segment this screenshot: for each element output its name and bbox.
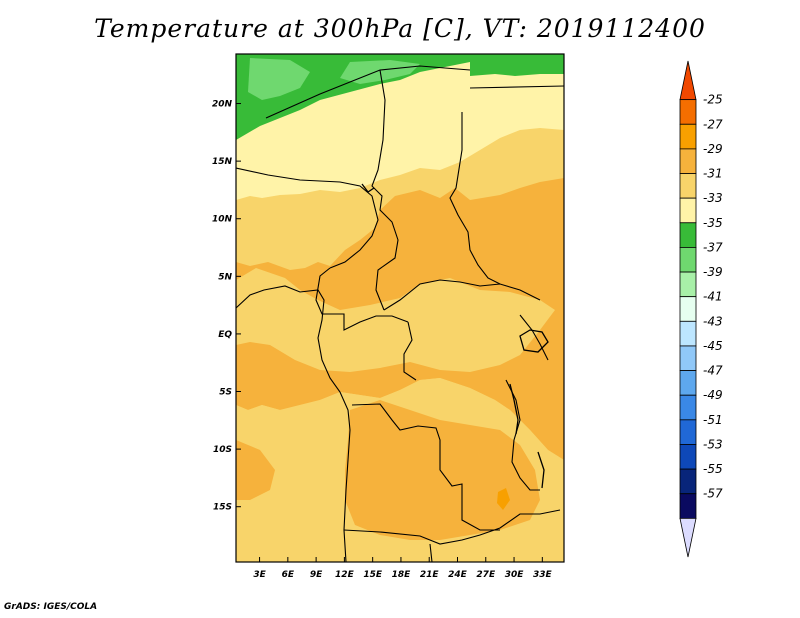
field-band-31-33-central <box>236 268 555 372</box>
colorbar-box <box>679 296 697 322</box>
x-tick-label: 27E <box>476 570 496 580</box>
field-band-29-31-south <box>345 400 540 540</box>
border-niger-nigeria <box>236 167 379 269</box>
colorbar-box <box>679 468 697 495</box>
border-north <box>265 65 471 119</box>
x-axis: 3E 6E 9E 12E 15E 18E 21E 24E 27E 30E 33E <box>253 557 553 580</box>
colorbar-label: -35 <box>703 216 723 230</box>
border-uganda <box>519 314 549 361</box>
colorbar-label: -25 <box>703 93 723 107</box>
colorbar-box <box>679 99 697 125</box>
lake-malawi <box>537 451 545 489</box>
colorbar-box <box>679 444 697 470</box>
colorbar-label: -43 <box>703 314 723 328</box>
field-band-35-37-ne <box>470 54 564 76</box>
political-boundaries <box>236 65 564 562</box>
coastline <box>236 285 351 562</box>
map-frame <box>235 53 565 563</box>
border-sudan-west <box>449 112 501 285</box>
x-tick-label: 30E <box>505 570 525 580</box>
y-tick-label: 15S <box>213 503 232 513</box>
colorbar-label: -39 <box>703 265 723 279</box>
lake-tanganyika <box>509 383 519 435</box>
colorbar-box <box>679 60 697 101</box>
colorbar-label: -31 <box>703 167 723 181</box>
temperature-field <box>236 54 564 562</box>
colorbar-box <box>679 197 697 224</box>
x-tick-label: 15E <box>363 570 383 580</box>
border-lakes <box>505 379 540 491</box>
colorbar-box <box>679 320 697 347</box>
border-angola-drc <box>351 403 500 531</box>
colorbar-label: -37 <box>703 240 723 254</box>
x-tick-label: 12E <box>335 570 355 580</box>
colorbar-label: -49 <box>703 388 723 402</box>
colorbar-label: -33 <box>703 191 723 205</box>
colorbar-label: -27 <box>703 117 723 131</box>
lake-victoria <box>519 329 549 353</box>
border-car-south <box>383 279 541 311</box>
colorbar-label: -51 <box>703 413 723 427</box>
colorbar-box <box>679 148 697 174</box>
border-congo-drc <box>403 321 417 381</box>
colorbar-box <box>679 222 697 248</box>
colorbar-label: -53 <box>703 437 723 451</box>
field-band-37-39-a <box>248 58 310 100</box>
x-tick-label: 33E <box>533 570 553 580</box>
x-tick-label: 3E <box>253 570 266 580</box>
y-tick-label: EQ <box>218 330 232 340</box>
x-tick-label: 9E <box>310 570 323 580</box>
field-band-27-29 <box>497 488 510 510</box>
colorbar-box <box>679 517 697 558</box>
y-tick-label: 5N <box>218 272 232 282</box>
x-tick-label: 24E <box>448 570 468 580</box>
border-cameroon-congo <box>315 267 409 331</box>
x-tick-label: 21E <box>420 570 440 580</box>
colorbar-box <box>679 493 697 519</box>
y-tick-label: 5S <box>219 388 232 398</box>
colorbar-box <box>679 345 697 371</box>
border-chad <box>371 69 399 311</box>
colorbar-box <box>679 173 697 199</box>
colorbar-label: -29 <box>703 142 723 156</box>
lakes <box>361 183 549 489</box>
field-band-29-31-sw <box>236 440 275 500</box>
colorbar-label: -47 <box>703 364 723 378</box>
colorbar-label: -45 <box>703 339 723 353</box>
colorbar-box <box>679 247 697 273</box>
colorbar-boxes <box>679 60 697 558</box>
x-tick-label: 18E <box>392 570 412 580</box>
colorbar-box <box>679 419 697 445</box>
x-tick-label: 6E <box>282 570 295 580</box>
grads-credit: GrADS: IGES/COLA <box>4 602 98 612</box>
colorbar-labels: -25 -27 -29 -31 -33 -35 -37 -39 -41 -43 -45 -47 -49 -… <box>703 93 723 501</box>
chart-title: Temperature at 300hPa [C], VT: 201911240… <box>94 14 706 43</box>
colorbar-box <box>679 123 697 150</box>
border-namibia-zambia <box>343 509 561 545</box>
colorbar-box <box>679 271 697 298</box>
y-axis: 20N 15N 10N 5N EQ 5S 10S 15S <box>212 100 241 513</box>
border-botswana <box>429 543 433 562</box>
colorbar-label: -41 <box>703 290 723 304</box>
y-tick-label: 15N <box>212 157 233 167</box>
colorbar-label: -55 <box>703 462 723 476</box>
y-tick-label: 10S <box>213 445 232 455</box>
colorbar-box <box>679 370 697 396</box>
border-egypt-sudan <box>469 85 564 89</box>
y-tick-label: 10N <box>212 215 233 225</box>
y-tick-label: 20N <box>212 100 233 110</box>
colorbar-box <box>679 394 697 421</box>
lake-chad <box>361 183 375 193</box>
colorbar-label: -57 <box>703 487 723 501</box>
